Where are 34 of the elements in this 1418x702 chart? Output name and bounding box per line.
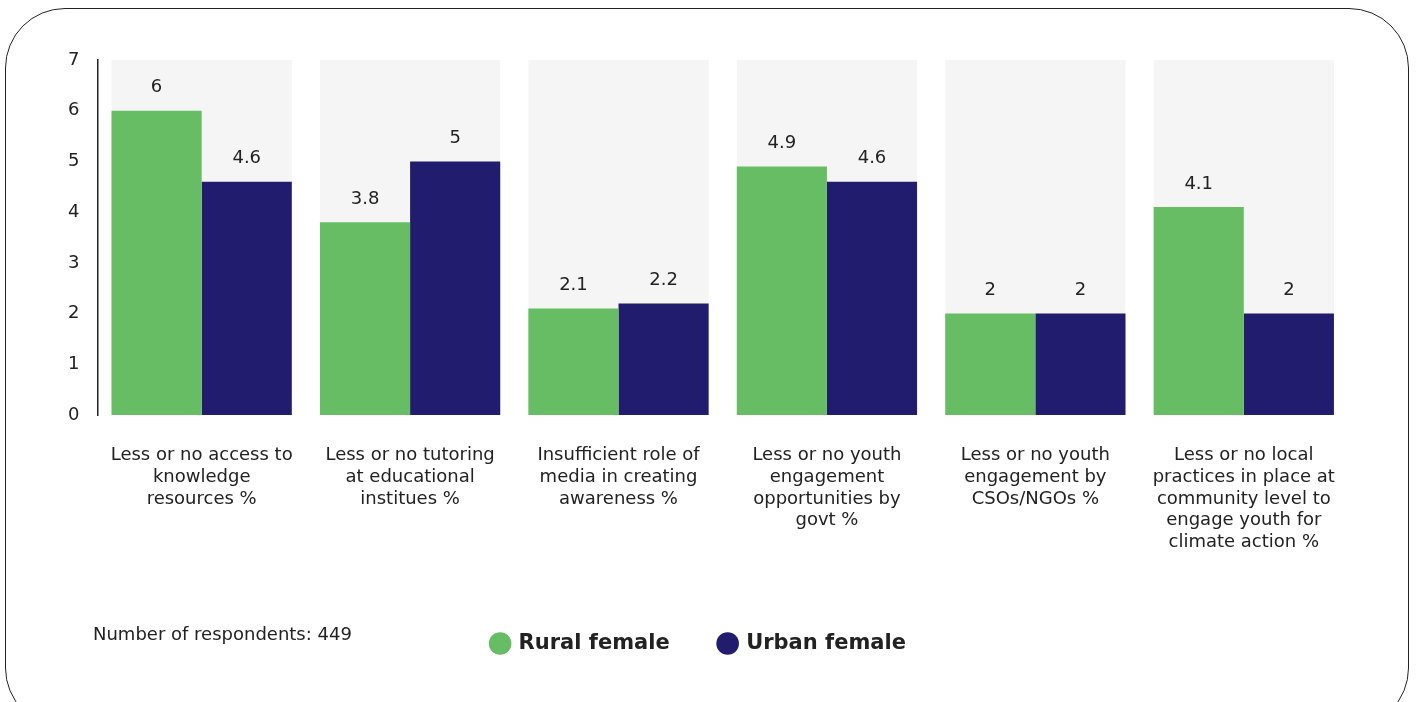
data-label: 5	[449, 126, 461, 148]
y-tick-label: 0	[68, 402, 80, 424]
x-tick-label: Less or no youth engagement by CSOs/NGOs %	[960, 443, 1110, 508]
data-label: 4.6	[857, 146, 887, 168]
y-tick-label: 7	[68, 47, 80, 69]
x-tick-label: Less or no tutoring at educational institues %	[325, 443, 495, 508]
x-tick-label: Insufficient role of media in creating awareness %	[537, 443, 701, 508]
x-tick-label: Less or no youth engagement opportunities by govt %	[752, 443, 902, 530]
data-label: 2	[984, 278, 997, 300]
y-tick-label: 3	[68, 250, 80, 272]
data-label: 4.1	[1184, 171, 1214, 193]
legend-label: Rural female	[518, 629, 670, 654]
text: Number of respondents: 449	[93, 622, 352, 644]
y-tick-label: 6	[68, 98, 80, 120]
data-label: 2	[1074, 278, 1087, 300]
y-tick-label: 4	[68, 199, 80, 221]
y-tick-label: 1	[68, 351, 80, 373]
bar	[618, 303, 709, 415]
bar	[1243, 313, 1334, 415]
data-label: 2	[1283, 278, 1295, 300]
data-label: 2.1	[559, 273, 588, 295]
x-tick-label: Less or no access to knowledge resources %	[110, 443, 293, 508]
data-label: 2.2	[649, 268, 678, 290]
data-label: 6	[150, 75, 163, 97]
data-label: 3.8	[350, 186, 380, 208]
y-tick-label: 5	[68, 149, 80, 171]
legend-label: Urban female	[746, 629, 906, 654]
data-label: 4.9	[767, 131, 797, 153]
data-label: 4.6	[232, 146, 262, 168]
x-tick-label: Less or no local practices in place at community level to engage youth for climate action %	[1152, 443, 1335, 551]
bar	[1035, 313, 1126, 415]
bar	[528, 308, 619, 415]
bar	[945, 313, 1036, 415]
y-tick-label: 2	[68, 301, 80, 323]
